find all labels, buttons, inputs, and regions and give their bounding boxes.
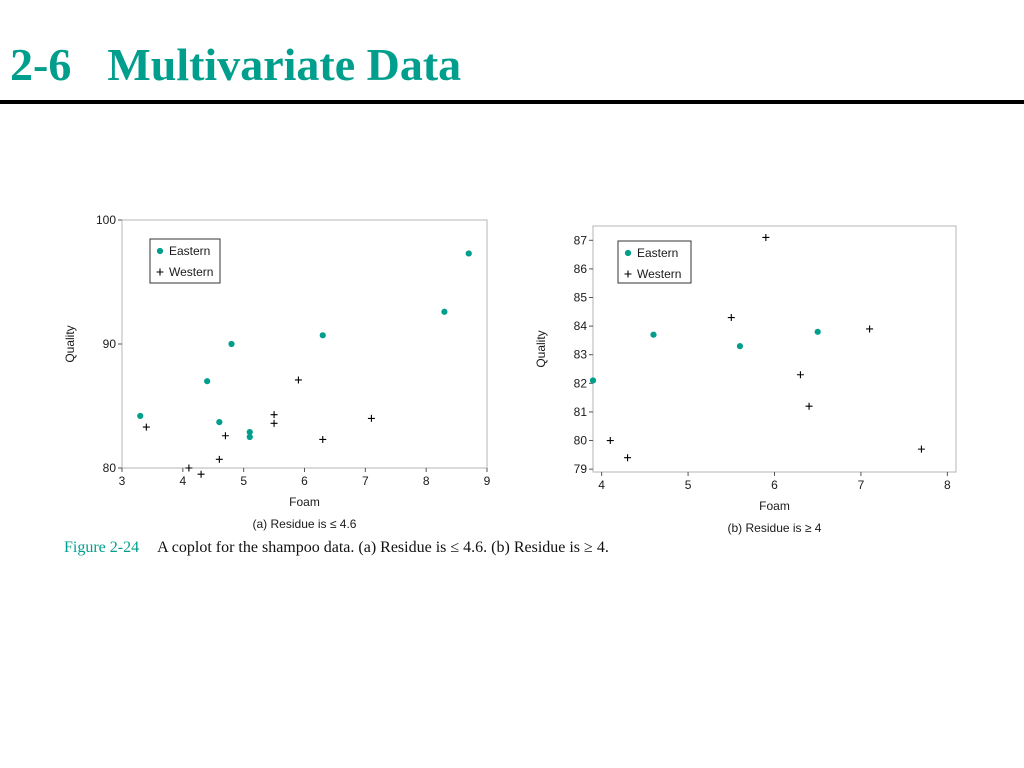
series-eastern	[137, 250, 472, 441]
legend-marker-eastern	[624, 249, 632, 257]
data-point-western	[866, 325, 874, 333]
y-axis-label: Quality	[63, 325, 77, 362]
legend-marker-eastern	[156, 247, 164, 255]
y-tick-label: 85	[574, 291, 588, 305]
data-point-western	[221, 432, 229, 440]
data-point-western	[796, 371, 804, 379]
slide-title: 2-6 Multivariate Data	[10, 38, 461, 91]
slide-title-text: Multivariate Data	[107, 39, 462, 90]
plot-subtitle: (b) Residue is ≥ 4	[728, 521, 822, 535]
data-point-western	[727, 314, 735, 322]
data-point-eastern	[319, 332, 326, 339]
slide-title-number: 2-6	[10, 39, 72, 90]
y-tick-label: 83	[574, 348, 588, 362]
y-tick-label: 82	[574, 376, 588, 390]
figure-caption: Figure 2-24 A coplot for the shampoo data…	[64, 539, 609, 557]
data-point-western	[215, 455, 223, 463]
y-tick-label: 81	[574, 405, 588, 419]
x-tick-label: 3	[119, 474, 126, 488]
x-tick-label: 7	[858, 478, 865, 492]
x-tick-label: 6	[771, 478, 778, 492]
legend-b: Eastern Western	[617, 240, 692, 284]
title-rule	[0, 100, 1024, 104]
data-point-eastern	[216, 419, 223, 426]
x-tick-label: 9	[484, 474, 491, 488]
data-point-eastern	[228, 340, 235, 348]
x-axis-label: Foam	[759, 499, 790, 513]
data-point-western	[319, 435, 327, 443]
legend-label-eastern: Eastern	[169, 244, 210, 258]
data-point-western	[270, 411, 278, 419]
data-point-eastern	[441, 308, 448, 315]
y-tick-label: 86	[574, 262, 588, 276]
data-point-western	[762, 233, 770, 241]
coplot-a: 3 4 5 6 7 8 9 80 90 100 Foam Quality (a) Residue is …	[63, 213, 491, 531]
data-point-eastern	[814, 328, 821, 335]
series-western	[142, 376, 375, 478]
data-point-western	[367, 414, 375, 422]
y-tick-label: 79	[574, 462, 588, 476]
legend-label-western: Western	[637, 267, 681, 281]
data-point-eastern	[650, 331, 657, 338]
legend-label-western: Western	[169, 265, 213, 279]
data-point-eastern	[137, 412, 144, 420]
y-tick-label: 90	[103, 337, 117, 351]
x-tick-label: 4	[598, 478, 605, 492]
data-point-eastern	[589, 377, 597, 384]
plot-subtitle: (a) Residue is ≤ 4.6	[253, 517, 357, 531]
data-point-western	[142, 423, 150, 431]
x-tick-label: 6	[301, 474, 308, 488]
data-point-eastern	[246, 428, 253, 436]
legend-label-eastern: Eastern	[637, 246, 678, 260]
y-tick-label: 80	[103, 461, 117, 475]
x-tick-label: 8	[423, 474, 430, 488]
x-tick-label: 4	[179, 474, 186, 488]
data-point-western	[270, 419, 278, 427]
data-point-western	[624, 454, 632, 462]
x-tick-label: 8	[944, 478, 951, 492]
x-tick-label: 5	[240, 474, 247, 488]
data-point-western	[805, 402, 813, 410]
data-point-western	[197, 470, 205, 478]
data-point-western	[917, 445, 925, 453]
data-point-western	[294, 376, 302, 384]
data-point-western	[185, 464, 193, 472]
legend-marker-western	[624, 270, 632, 278]
series-eastern	[589, 328, 821, 384]
data-point-eastern	[246, 433, 253, 441]
x-tick-label: 7	[362, 474, 369, 488]
x-axis-label: Foam	[289, 495, 320, 509]
y-tick-label: 80	[574, 434, 588, 448]
figure-label: Figure 2-24	[64, 539, 140, 556]
legend-box	[149, 238, 221, 284]
x-tick-label: 5	[685, 478, 692, 492]
figure-caption-text: A coplot for the shampoo data. (a) Resid…	[157, 539, 609, 556]
data-point-eastern	[465, 250, 472, 257]
data-point-western	[606, 437, 614, 445]
data-point-eastern	[736, 343, 744, 350]
y-tick-label: 87	[574, 233, 588, 247]
series-western	[606, 233, 925, 462]
legend-a: Eastern Western	[149, 238, 221, 284]
y-axis-label: Quality	[534, 330, 548, 367]
y-tick-label: 84	[574, 319, 588, 333]
y-tick-label: 100	[96, 213, 116, 227]
legend-box	[617, 240, 692, 284]
data-point-eastern	[204, 378, 211, 385]
legend-marker-western	[156, 268, 164, 276]
